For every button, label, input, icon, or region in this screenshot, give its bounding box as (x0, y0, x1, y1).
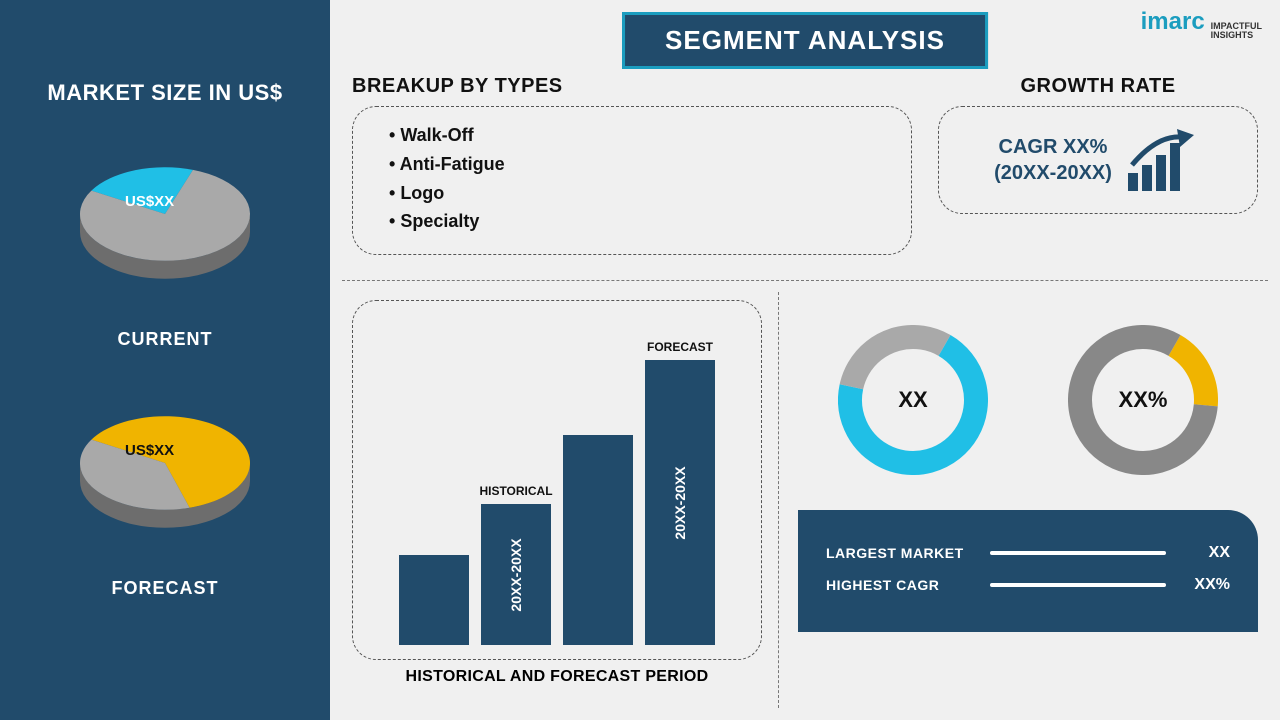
growth-icon (1122, 125, 1202, 195)
growth-box: CAGR XX% (20XX-20XX) (938, 106, 1258, 214)
pie-forecast-label: FORECAST (55, 578, 275, 599)
bar-side-label: 20XX-20XX (672, 466, 688, 539)
vertical-divider (778, 292, 779, 708)
market-size-heading: MARKET SIZE IN US$ (47, 80, 282, 106)
types-heading: BREAKUP BY TYPES (352, 75, 912, 98)
brand-name: imarc (1141, 8, 1205, 36)
pie-current-label: CURRENT (55, 329, 275, 350)
market-row-value: XX (1180, 544, 1230, 562)
market-row-value: XX% (1180, 576, 1230, 594)
horizontal-divider (342, 280, 1268, 281)
brand-tagline: IMPACTFUL INSIGHTS (1211, 22, 1262, 40)
page-title: SEGMENT ANALYSIS (622, 12, 988, 69)
growth-section: GROWTH RATE CAGR XX% (20XX-20XX) (938, 75, 1258, 214)
brand-logo: imarc IMPACTFUL INSIGHTS (1141, 8, 1262, 40)
market-row-bar (990, 583, 1166, 587)
bar-chart-caption: HISTORICAL AND FORECAST PERIOD (352, 668, 762, 686)
types-item: Walk-Off (389, 121, 885, 150)
market-box: LARGEST MARKET XX HIGHEST CAGR XX% (798, 510, 1258, 632)
metrics-section: XX XX% LARGEST MARKET XX HIGHEST CAGR XX% (798, 300, 1258, 700)
bar-top-label: FORECAST (647, 340, 713, 354)
svg-text:US$XX: US$XX (125, 442, 174, 459)
market-row: HIGHEST CAGR XX% (826, 576, 1230, 594)
donut-2-label: XX% (1068, 325, 1218, 475)
bar (399, 555, 469, 645)
left-panel: MARKET SIZE IN US$ US$XX CURRENT US$XX F… (0, 0, 330, 720)
donuts-row: XX XX% (798, 300, 1258, 500)
types-item: Logo (389, 179, 885, 208)
bar (563, 435, 633, 645)
donut-2: XX% (1068, 325, 1218, 475)
bar-top-label: HISTORICAL (479, 484, 552, 498)
svg-text:US$XX: US$XX (125, 193, 174, 210)
types-list: Walk-OffAnti-FatigueLogoSpecialty (379, 121, 885, 236)
bars-container: HISTORICAL20XX-20XXFORECAST20XX-20XX (353, 325, 761, 645)
bar-chart-section: HISTORICAL20XX-20XXFORECAST20XX-20XX HIS… (352, 300, 762, 700)
market-row-bar (990, 551, 1166, 555)
market-row-label: LARGEST MARKET (826, 545, 976, 561)
pie-current-chart: US$XX (55, 136, 275, 306)
types-box: Walk-OffAnti-FatigueLogoSpecialty (352, 106, 912, 255)
bar: HISTORICAL20XX-20XX (481, 504, 551, 645)
market-row: LARGEST MARKET XX (826, 544, 1230, 562)
pie-forecast: US$XX FORECAST (55, 385, 275, 599)
types-item: Anti-Fatigue (389, 150, 885, 179)
donut-1: XX (838, 325, 988, 475)
growth-heading: GROWTH RATE (938, 75, 1258, 98)
right-panel: SEGMENT ANALYSIS imarc IMPACTFUL INSIGHT… (330, 0, 1280, 720)
bar-side-label: 20XX-20XX (508, 538, 524, 611)
donut-1-label: XX (838, 325, 988, 475)
types-item: Specialty (389, 207, 885, 236)
bar-chart-box: HISTORICAL20XX-20XXFORECAST20XX-20XX (352, 300, 762, 660)
types-section: BREAKUP BY TYPES Walk-OffAnti-FatigueLog… (352, 75, 912, 255)
market-row-label: HIGHEST CAGR (826, 577, 976, 593)
pie-current: US$XX CURRENT (55, 136, 275, 350)
bar: FORECAST20XX-20XX (645, 360, 715, 645)
pie-forecast-chart: US$XX (55, 385, 275, 555)
cagr-text: CAGR XX% (20XX-20XX) (994, 134, 1112, 186)
